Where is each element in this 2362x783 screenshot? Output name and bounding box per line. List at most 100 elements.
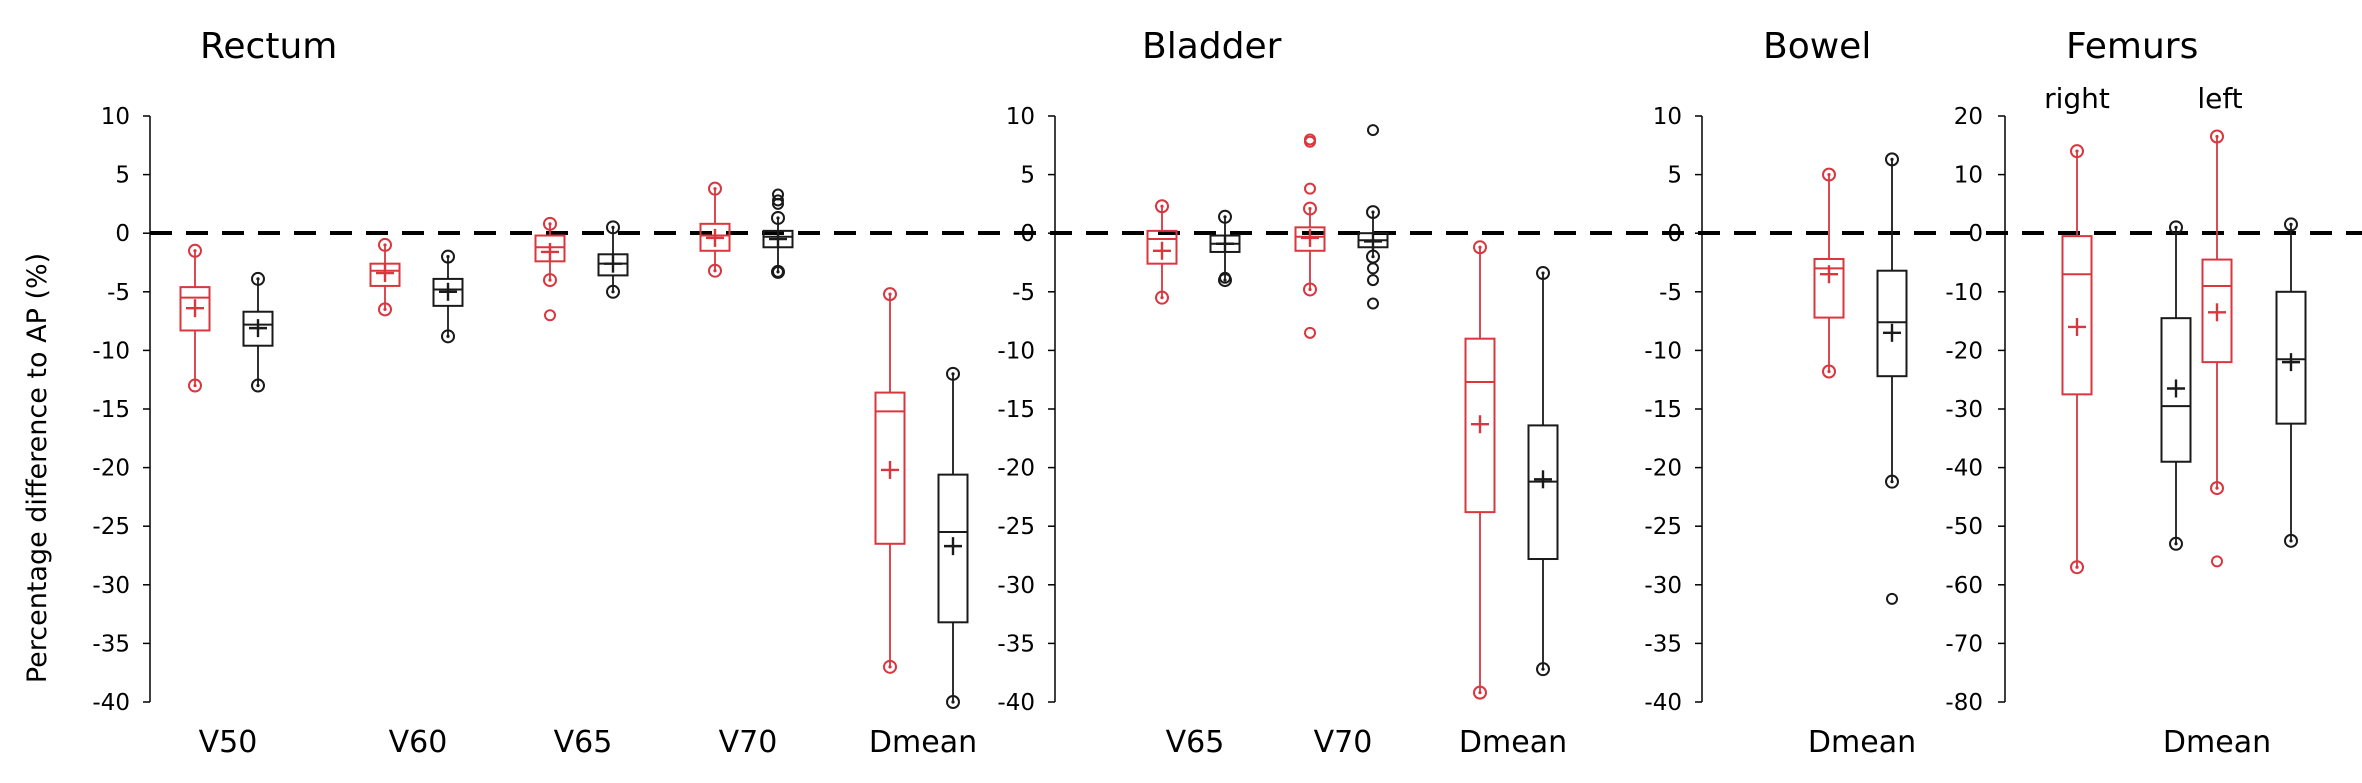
- marker-dot: [1160, 204, 1164, 208]
- y-tick-label: -30: [1945, 397, 1983, 423]
- marker-dot: [2075, 149, 2079, 153]
- y-tick-label: -30: [92, 573, 130, 599]
- y-tick-label: 0: [1968, 221, 1983, 247]
- max-marker: [946, 366, 960, 381]
- y-tick-label: -40: [1945, 456, 1983, 482]
- iqr-box: [937, 473, 969, 624]
- y-tick-label: -5: [1659, 280, 1682, 306]
- marker-dot: [383, 243, 387, 247]
- marker-dot: [1223, 278, 1227, 282]
- min-marker: [1822, 364, 1836, 379]
- y-tick-label: -30: [1644, 573, 1682, 599]
- y-tick-label: -10: [1945, 280, 1983, 306]
- max-marker: [251, 271, 265, 286]
- y-tick-label: 0: [115, 221, 130, 247]
- marker-dot: [2215, 134, 2219, 139]
- min-marker: [2169, 536, 2183, 551]
- max-marker: [883, 287, 897, 302]
- category-label: V50: [199, 725, 258, 760]
- box-black-dmean: [1876, 152, 1908, 605]
- max-marker: [2210, 129, 2224, 144]
- outlier: [1367, 124, 1379, 137]
- max-marker: [2169, 220, 2183, 235]
- max-marker: [2284, 217, 2298, 232]
- outlier: [1367, 297, 1379, 310]
- box-black-v70: [1357, 124, 1389, 310]
- iqr-box: [432, 277, 464, 307]
- y-tick-label: -25: [1644, 514, 1682, 540]
- y-axis-label: Percentage difference to AP (%): [22, 253, 53, 683]
- outlier: [2211, 555, 2223, 568]
- marker-dot: [1890, 480, 1894, 484]
- iqr-box: [1464, 337, 1496, 514]
- y-tick-label: -70: [1945, 631, 1983, 657]
- max-marker: [543, 216, 557, 231]
- y-tick-label: 5: [1667, 163, 1682, 189]
- y-tick-label: -40: [92, 690, 130, 716]
- max-marker: [1822, 167, 1836, 182]
- min-marker: [1536, 662, 1550, 677]
- max-marker: [1155, 199, 1169, 214]
- marker-dot: [548, 222, 552, 226]
- min-marker: [946, 695, 960, 709]
- marker-dot: [1541, 271, 1545, 275]
- y-tick-label: -20: [1644, 456, 1682, 482]
- iqr-box: [2160, 317, 2192, 463]
- category-label: V70: [719, 725, 778, 760]
- box-red-v70: [1294, 133, 1326, 339]
- max-marker: [1885, 152, 1899, 167]
- iqr-box: [2201, 258, 2233, 364]
- outlier: [1886, 592, 1898, 605]
- y-tick-label: -20: [997, 456, 1035, 482]
- category-label: Dmean: [869, 725, 977, 760]
- y-tick-label: 10: [1653, 104, 1682, 130]
- box-black-v50: [242, 271, 274, 393]
- marker-dot: [611, 225, 615, 229]
- box-black-dmean: [937, 366, 969, 709]
- min-marker: [2284, 533, 2298, 548]
- max-marker: [441, 249, 455, 264]
- panel-bowel: Bowel 10 5 0 -5 -10 -15 -20 -25 -30 -35 -40 Dmean: [1644, 26, 1916, 760]
- marker-dot: [1160, 296, 1164, 300]
- outlier: [1304, 326, 1316, 339]
- max-marker: [1366, 205, 1380, 220]
- y-tick-label: -15: [1644, 397, 1682, 423]
- min-marker: [883, 659, 897, 674]
- max-marker: [1473, 240, 1487, 255]
- iqr-box: [874, 391, 906, 545]
- min-marker: [188, 378, 202, 393]
- panel-bladder: Bladder 10 5 0 -5 -10 -15 -20 -25 -30 -35 -40 V65 V70…: [997, 26, 1567, 760]
- outlier: [1304, 182, 1316, 195]
- marker-dot: [1308, 206, 1312, 211]
- y-tick-label: -20: [1945, 338, 1983, 364]
- marker-dot: [446, 334, 450, 338]
- y-tick-label: -15: [92, 397, 130, 423]
- y-tick-label: 5: [1020, 163, 1035, 189]
- outlier: [772, 265, 784, 278]
- iqr-box: [179, 286, 211, 332]
- outlier: [772, 194, 784, 207]
- marker-dot: [713, 269, 717, 273]
- y-tick-label: -35: [1644, 631, 1682, 657]
- marker-dot: [193, 249, 197, 253]
- min-marker: [378, 302, 392, 317]
- box-red-v65: [1146, 199, 1178, 305]
- marker-dot: [951, 700, 955, 704]
- box-red-v65: [534, 216, 566, 322]
- max-marker: [606, 220, 620, 235]
- min-marker: [708, 263, 722, 278]
- panel-rectum: Rectum 10 5 0 -5 -10 -15 -20 -25 -30 -35 -40 V50 V60 V…: [92, 26, 977, 760]
- min-marker: [2070, 560, 2084, 575]
- box-red-dmean: [1464, 240, 1496, 700]
- box-red-dmean-right: [2061, 144, 2093, 575]
- min-marker: [251, 378, 265, 393]
- marker-dot: [548, 278, 552, 282]
- iqr-box: [242, 310, 274, 347]
- panel-title: Bowel: [1763, 26, 1871, 67]
- marker-dot: [888, 292, 892, 296]
- box-black-v65: [597, 220, 629, 299]
- iqr-box: [1876, 269, 1908, 378]
- y-tick-label: -50: [1945, 514, 1983, 540]
- subgroup-label-right: right: [2044, 82, 2110, 115]
